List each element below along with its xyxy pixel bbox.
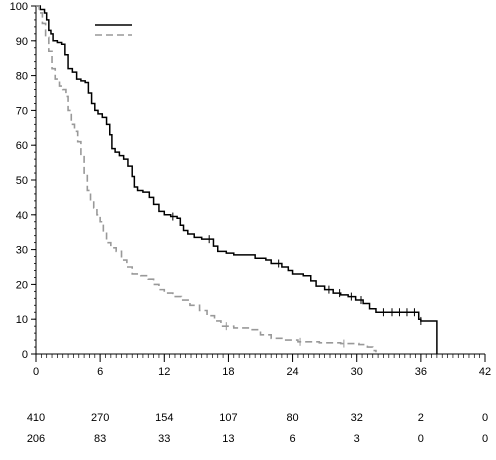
risk-table-cell: 3 bbox=[354, 433, 360, 445]
y-tick-label: 20 bbox=[16, 279, 28, 291]
y-tick-label: 50 bbox=[16, 175, 28, 187]
x-tick-label: 6 bbox=[97, 366, 103, 378]
series-layer bbox=[36, 5, 438, 354]
risk-table-cell: 80 bbox=[286, 412, 298, 424]
risk-table-cell: 0 bbox=[418, 433, 424, 445]
y-tick-label: 0 bbox=[22, 349, 28, 361]
series-1-line bbox=[36, 5, 438, 354]
risk-table-cell: 154 bbox=[155, 412, 173, 424]
x-tick-label: 42 bbox=[479, 366, 491, 378]
risk-table-cell: 13 bbox=[222, 433, 234, 445]
risk-table-cell: 206 bbox=[27, 433, 45, 445]
risk-table-cell: 33 bbox=[158, 433, 170, 445]
y-tick-label: 60 bbox=[16, 140, 28, 152]
axes-layer: 0 10 20 30 40 50 60 70 80 90 100 0 6 12 18 24 30 36 42 bbox=[10, 1, 491, 378]
y-tick-label: 40 bbox=[16, 210, 28, 222]
risk-table-cell: 0 bbox=[482, 433, 488, 445]
y-tick-label: 80 bbox=[16, 71, 28, 83]
x-tick-label: 30 bbox=[351, 366, 363, 378]
risk-table-cell: 6 bbox=[290, 433, 296, 445]
y-tick-label: 100 bbox=[10, 1, 28, 13]
x-tick-label: 24 bbox=[286, 366, 298, 378]
y-tick-label: 10 bbox=[16, 314, 28, 326]
legend bbox=[95, 24, 132, 36]
risk-table-cell: 410 bbox=[27, 412, 45, 424]
x-tick-label: 12 bbox=[158, 366, 170, 378]
x-tick-label: 18 bbox=[222, 366, 234, 378]
x-tick-label: 0 bbox=[33, 366, 39, 378]
y-tick-label: 30 bbox=[16, 245, 28, 257]
risk-table-cell: 83 bbox=[94, 433, 106, 445]
risk-table-cell: 107 bbox=[219, 412, 237, 424]
x-tick-label: 36 bbox=[415, 366, 427, 378]
y-tick-label: 90 bbox=[16, 36, 28, 48]
risk-table-cell: 270 bbox=[91, 412, 109, 424]
series-2-line bbox=[36, 5, 377, 353]
risk-table-cell: 32 bbox=[351, 412, 363, 424]
risk-table-cell: 0 bbox=[482, 412, 488, 424]
y-tick-label: 70 bbox=[16, 105, 28, 117]
risk-table-cell: 2 bbox=[418, 412, 424, 424]
risk-table: 410 270 154 107 80 32 2 0 206 83 33 13 6 3 0 0 bbox=[27, 412, 488, 445]
